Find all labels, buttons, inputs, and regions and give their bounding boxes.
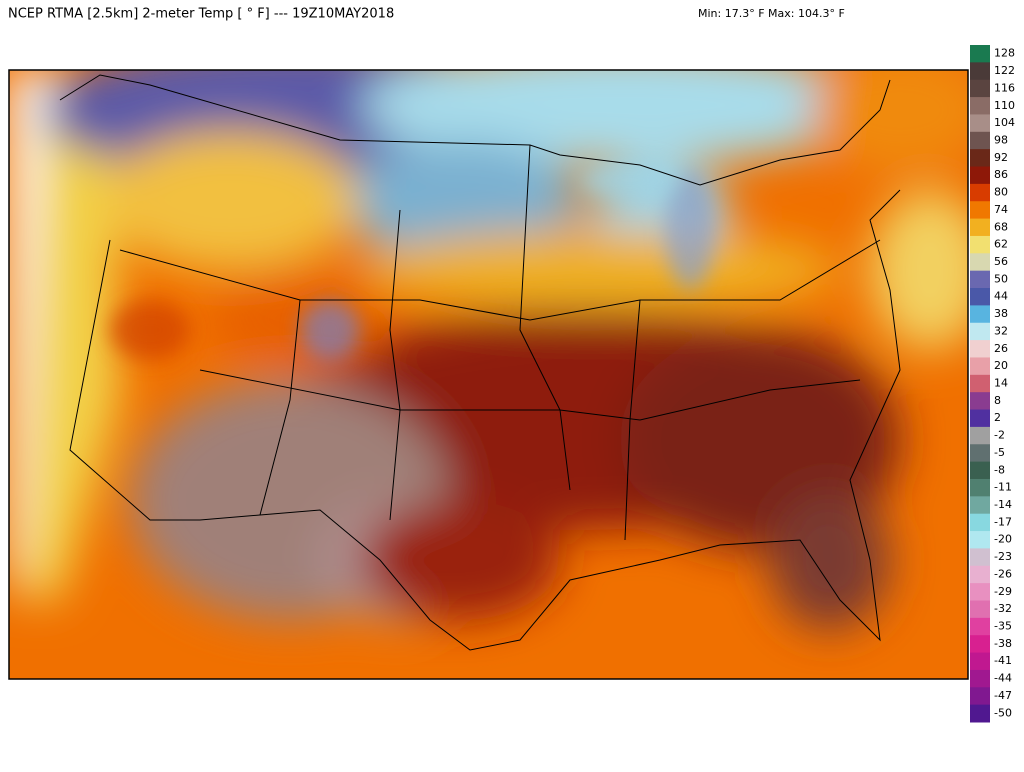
colorbar-label: -26 xyxy=(994,567,1012,580)
colorbar-swatch xyxy=(970,600,990,619)
colorbar-swatch xyxy=(970,270,990,289)
colorbar-label: 122 xyxy=(994,64,1015,77)
colorbar-swatch xyxy=(970,183,990,202)
colorbar-label: 56 xyxy=(994,255,1008,268)
colorbar-label: -5 xyxy=(994,446,1005,459)
colorbar-swatch xyxy=(970,687,990,706)
map-title: NCEP RTMA [2.5km] 2-meter Temp [ ° F] --… xyxy=(8,7,394,22)
colorbar-label: 50 xyxy=(994,272,1008,285)
colorbar-swatch xyxy=(970,322,990,341)
colorbar-swatch xyxy=(970,617,990,636)
colorbar-label: 80 xyxy=(994,186,1008,199)
colorbar-label: -35 xyxy=(994,620,1012,633)
colorbar-label: 44 xyxy=(994,290,1008,303)
colorbar-swatch xyxy=(970,288,990,306)
colorbar-label: 26 xyxy=(994,342,1008,355)
colorbar-swatch xyxy=(970,149,990,168)
colorbar-swatch xyxy=(970,305,990,324)
colorbar-label: 68 xyxy=(994,220,1008,233)
colorbar-swatch xyxy=(970,340,990,358)
colorbar-label: -8 xyxy=(994,463,1005,476)
colorbar-label: 104 xyxy=(994,116,1015,129)
colorbar-swatch xyxy=(970,253,990,272)
colorbar-label: 8 xyxy=(994,394,1001,407)
colorbar-swatch xyxy=(970,166,990,185)
colorbar-swatch xyxy=(970,218,990,237)
colorbar-swatch xyxy=(970,79,990,98)
colorbar-swatch xyxy=(970,357,990,376)
colorbar-label: -41 xyxy=(994,654,1012,667)
colorbar-label: -32 xyxy=(994,602,1012,615)
colorbar-label: -11 xyxy=(994,481,1012,494)
colorbar-swatch xyxy=(970,374,990,393)
colorbar: 128 122 116 110 104 98 92 86 80 74 68 62 56 50 44 38 32 2… xyxy=(970,45,1015,723)
colorbar-swatch xyxy=(970,201,990,220)
colorbar-label: -29 xyxy=(994,585,1012,598)
colorbar-swatch xyxy=(970,565,990,584)
colorbar-swatch xyxy=(970,583,990,601)
colorbar-label: -14 xyxy=(994,498,1012,511)
colorbar-label: 128 xyxy=(994,47,1015,60)
colorbar-swatch xyxy=(970,392,990,411)
colorbar-swatch xyxy=(970,131,990,150)
colorbar-swatch xyxy=(970,548,990,567)
colorbar-swatch xyxy=(970,496,990,515)
boundaries xyxy=(59,74,901,651)
colorbar-label: 92 xyxy=(994,151,1008,164)
colorbar-swatch xyxy=(970,62,990,81)
colorbar-label: 62 xyxy=(994,238,1008,251)
colorbar-swatch xyxy=(970,45,990,63)
temperature-field xyxy=(9,70,968,679)
colorbar-label: 86 xyxy=(994,168,1008,181)
colorbar-label: 116 xyxy=(994,81,1015,94)
colorbar-label: 110 xyxy=(994,99,1015,112)
colorbar-label: 2 xyxy=(994,411,1001,424)
colorbar-label: 98 xyxy=(994,133,1008,146)
colorbar-swatch xyxy=(970,704,990,723)
colorbar-label: 14 xyxy=(994,377,1008,390)
colorbar-label: 20 xyxy=(994,359,1008,372)
colorbar-swatch xyxy=(970,444,990,463)
colorbar-swatch xyxy=(970,669,990,688)
colorbar-label: -2 xyxy=(994,429,1005,442)
map-frame xyxy=(8,69,969,680)
colorbar-label: 74 xyxy=(994,203,1008,216)
colorbar-label: -38 xyxy=(994,637,1012,650)
colorbar-swatch xyxy=(970,235,990,254)
colorbar-swatch xyxy=(970,513,990,532)
colorbar-swatch xyxy=(970,114,990,133)
colorbar-swatch xyxy=(970,461,990,480)
colorbar-swatch xyxy=(970,478,990,497)
colorbar-label: 32 xyxy=(994,324,1008,337)
colorbar-swatch xyxy=(970,531,990,549)
colorbar-label: -50 xyxy=(994,706,1012,719)
colorbar-label: 38 xyxy=(994,307,1008,320)
colorbar-label: -47 xyxy=(994,689,1012,702)
colorbar-label: -20 xyxy=(994,533,1012,546)
colorbar-swatch xyxy=(970,97,990,115)
colorbar-label: -17 xyxy=(994,515,1012,528)
colorbar-swatch xyxy=(970,426,990,445)
colorbar-label: -44 xyxy=(994,672,1012,685)
colorbar-swatch xyxy=(970,635,990,654)
colorbar-label: -23 xyxy=(994,550,1012,563)
colorbar-swatch xyxy=(970,409,990,428)
min-max: Min: 17.3° F Max: 104.3° F xyxy=(698,7,845,20)
colorbar-swatch xyxy=(970,652,990,671)
